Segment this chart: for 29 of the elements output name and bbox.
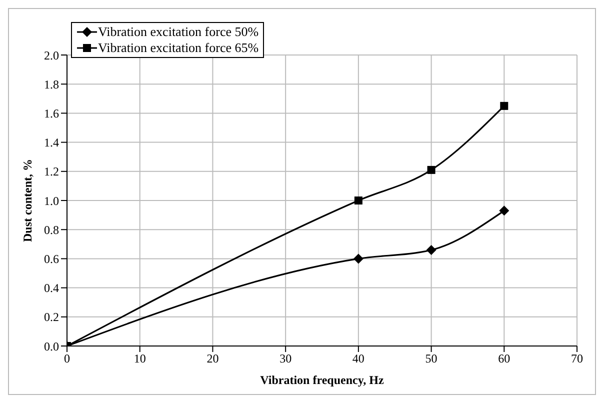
x-tick-label: 20 — [206, 352, 219, 366]
point — [426, 244, 436, 255]
x-tick-label: 50 — [425, 352, 438, 366]
x-tick-label: 60 — [498, 352, 510, 366]
x-tick-label: 70 — [571, 352, 583, 366]
y-tick-label: 1.0 — [44, 194, 59, 208]
x-tick-label: 40 — [352, 352, 364, 366]
y-tick-label: 1.2 — [44, 164, 59, 179]
point — [354, 196, 362, 204]
y-axis-title: Dust content, % — [20, 159, 34, 242]
legend-label: Vibration excitation force 50% — [98, 24, 259, 40]
x-tick-label: 0 — [64, 352, 70, 366]
x-tick-label: 30 — [280, 352, 292, 366]
x-tick-label: 10 — [134, 352, 146, 366]
point — [500, 102, 508, 110]
y-tick-label: 0.4 — [44, 281, 59, 296]
y-tick-label: 1.6 — [44, 106, 59, 120]
y-tick-label: 0.8 — [44, 222, 59, 237]
point — [427, 166, 436, 174]
x-axis-title: Vibration frequency, Hz — [260, 373, 384, 387]
legend-label: Vibration excitation force 65% — [98, 40, 259, 56]
point — [499, 206, 510, 216]
y-tick-label: 0.0 — [44, 339, 59, 354]
y-tick-label: 0.2 — [44, 310, 59, 324]
y-tick-label: 1.4 — [44, 136, 59, 150]
y-tick-label: 0.6 — [44, 252, 59, 266]
y-tick-label: 2.0 — [44, 48, 59, 62]
point — [353, 254, 364, 264]
y-tick-label: 1.8 — [44, 77, 59, 92]
